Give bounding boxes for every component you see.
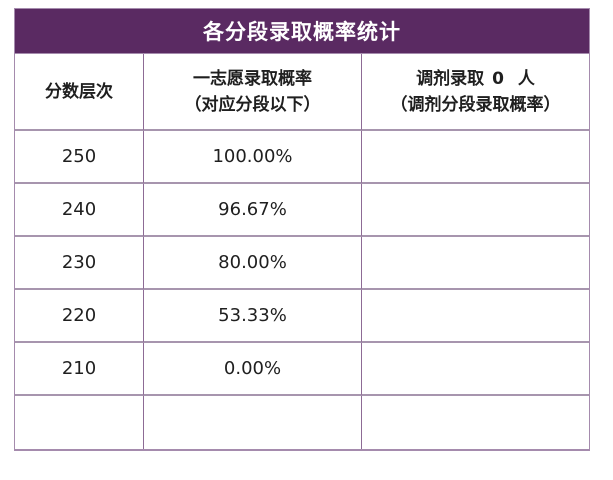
table-row: 210 0.00%	[15, 343, 589, 396]
transfer-prob-cell	[362, 184, 589, 237]
first-choice-prob-cell: 96.67%	[144, 184, 362, 237]
admission-probability-table: 各分段录取概率统计 分数层次 一志愿录取概率 （对应分段以下） 调剂录取 0 人 （…	[14, 8, 590, 451]
transfer-prob-cell	[362, 237, 589, 290]
table-row: 220 53.33%	[15, 290, 589, 343]
header-first-choice-line1: 一志愿录取概率	[193, 68, 312, 89]
header-transfer-line2: （调剂分段录取概率）	[390, 94, 561, 115]
transfer-prob-cell	[362, 343, 589, 396]
transfer-unit: 人	[517, 68, 535, 89]
table-row: 230 80.00%	[15, 237, 589, 290]
header-transfer-admission: 调剂录取 0 人 （调剂分段录取概率）	[362, 54, 589, 131]
header-row: 分数层次 一志愿录取概率 （对应分段以下） 调剂录取 0 人 （调剂分段录取概率）	[15, 54, 589, 131]
title-row: 各分段录取概率统计	[15, 9, 589, 54]
header-first-choice-probability: 一志愿录取概率 （对应分段以下）	[144, 54, 362, 131]
first-choice-prob-cell: 53.33%	[144, 290, 362, 343]
first-choice-prob-cell: 80.00%	[144, 237, 362, 290]
score-cell: 250	[15, 131, 144, 184]
transfer-prob-cell	[362, 396, 589, 449]
header-transfer-line1: 调剂录取 0 人	[362, 66, 589, 92]
transfer-prob-cell	[362, 131, 589, 184]
table-title: 各分段录取概率统计	[15, 9, 589, 54]
score-cell: 210	[15, 343, 144, 396]
first-choice-prob-cell: 100.00%	[144, 131, 362, 184]
header-score-level: 分数层次	[15, 54, 144, 131]
transfer-label: 调剂录取	[416, 68, 485, 89]
score-cell: 220	[15, 290, 144, 343]
first-choice-prob-cell	[144, 396, 362, 449]
score-cell: 240	[15, 184, 144, 237]
first-choice-prob-cell: 0.00%	[144, 343, 362, 396]
score-cell	[15, 396, 144, 449]
header-first-choice-line2: （对应分段以下）	[184, 94, 321, 115]
score-cell: 230	[15, 237, 144, 290]
transfer-count: 0	[492, 68, 504, 89]
transfer-prob-cell	[362, 290, 589, 343]
table-row	[15, 396, 589, 449]
table-row: 250 100.00%	[15, 131, 589, 184]
table-row: 240 96.67%	[15, 184, 589, 237]
